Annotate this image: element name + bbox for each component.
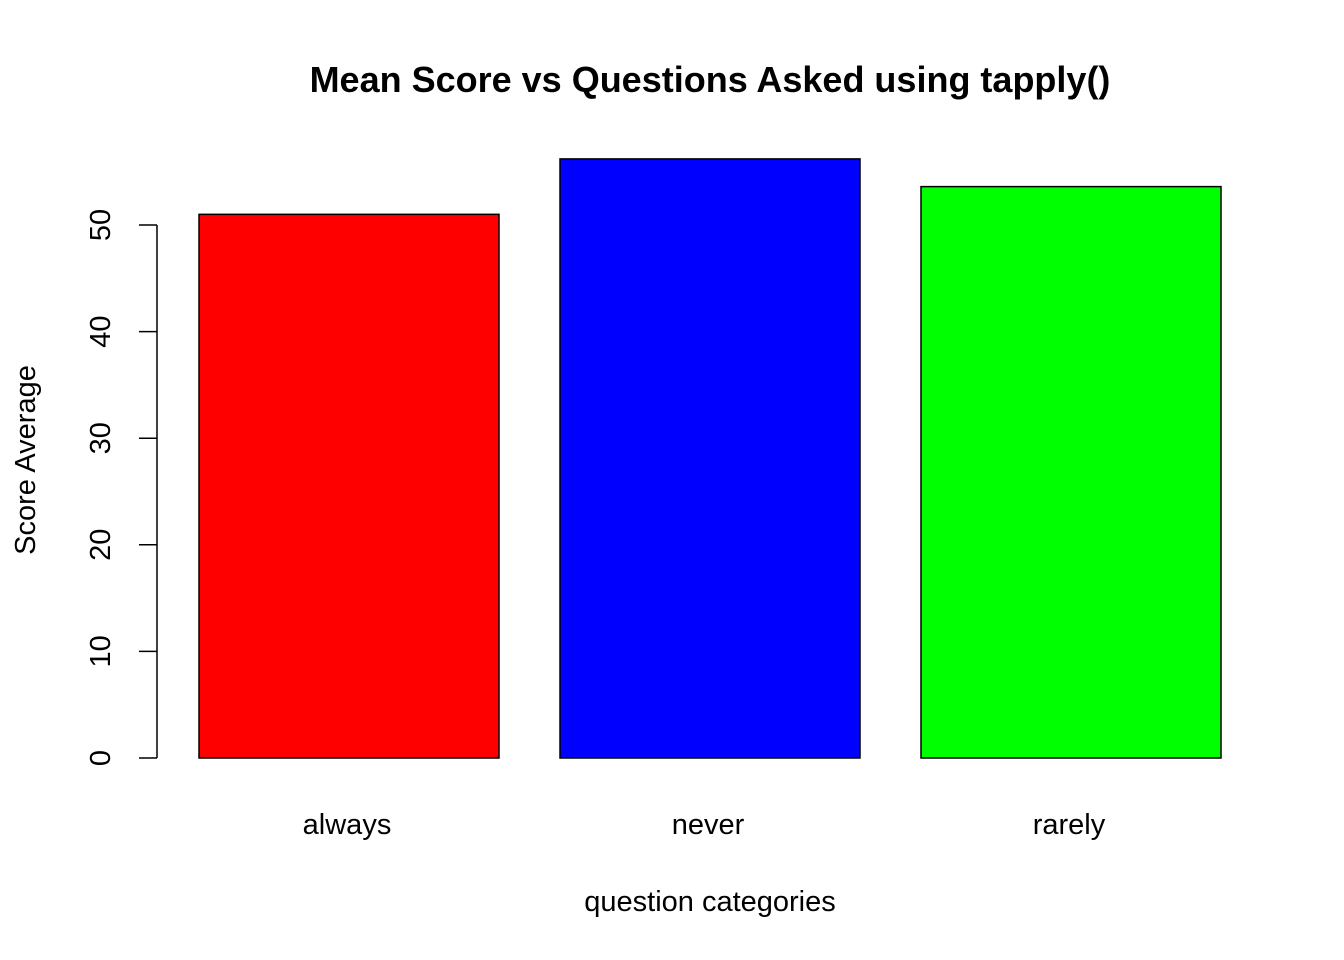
x-tick-label-always: always (303, 809, 392, 841)
bars (198, 158, 1222, 759)
bar-always (198, 213, 500, 759)
y-axis: 0 10 20 30 40 50 (85, 209, 158, 766)
x-tick-label-rarely: rarely (1033, 809, 1106, 841)
y-tick-label-10: 10 (85, 635, 117, 667)
y-tick-label-20: 20 (85, 529, 117, 561)
x-axis-label: question categories (584, 886, 836, 918)
category-labels: always never rarely (303, 809, 1106, 841)
bar-never (559, 158, 861, 759)
y-tick-label-40: 40 (85, 315, 117, 347)
bar-rarely (920, 185, 1222, 759)
x-tick-label-never: never (672, 809, 745, 841)
chart-title: Mean Score vs Questions Asked using tapp… (310, 59, 1111, 100)
y-tick-label-30: 30 (85, 422, 117, 454)
y-axis-label: Score Average (10, 365, 42, 555)
y-tick-label-0: 0 (85, 750, 117, 766)
y-tick-label-50: 50 (85, 209, 117, 241)
